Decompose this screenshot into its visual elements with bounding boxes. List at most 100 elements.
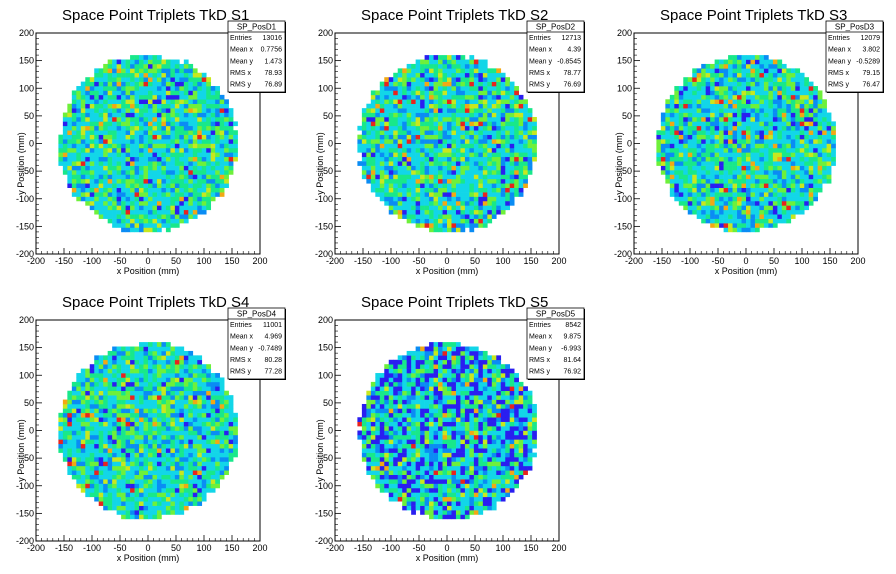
histogram-bin	[152, 381, 158, 387]
histogram-bin	[518, 130, 524, 135]
histogram-bin	[460, 156, 466, 162]
histogram-bin	[89, 386, 95, 392]
stats-row-label: Mean y	[828, 58, 851, 65]
histogram-bin	[455, 174, 461, 180]
histogram-bin	[170, 223, 176, 228]
histogram-bin	[192, 143, 198, 149]
histogram-bin	[121, 439, 126, 445]
histogram-bin	[125, 452, 131, 458]
histogram-bin	[112, 386, 117, 392]
histogram-bin	[94, 461, 100, 467]
histogram-bin	[130, 364, 135, 369]
histogram-bin	[379, 152, 385, 158]
histogram-bin	[719, 183, 724, 188]
histogram-bin	[473, 174, 479, 180]
histogram-bin	[460, 192, 466, 197]
histogram-bin	[438, 77, 443, 82]
histogram-bin	[183, 165, 189, 171]
histogram-bin	[505, 165, 511, 171]
histogram-bin	[67, 174, 73, 180]
histogram-bin	[402, 125, 407, 131]
histogram-bin	[76, 434, 82, 440]
histogram-bin	[219, 108, 225, 113]
histogram-bin	[98, 72, 104, 78]
histogram-bin	[759, 134, 765, 140]
histogram-bin	[375, 139, 381, 144]
histogram-bin	[165, 421, 171, 427]
histogram-bin	[152, 68, 158, 74]
histogram-bin	[469, 174, 475, 180]
histogram-bin	[415, 170, 421, 175]
histogram-bin	[201, 200, 207, 206]
histogram-bin	[112, 381, 117, 387]
histogram-bin	[112, 59, 117, 65]
histogram-bin	[89, 368, 95, 374]
histogram-bin	[89, 147, 95, 153]
histogram-bin	[174, 170, 180, 175]
histogram-bin	[89, 395, 95, 400]
histogram-bin	[393, 143, 399, 149]
histogram-bin	[469, 55, 475, 60]
histogram-bin	[415, 99, 421, 105]
histogram-bin	[116, 439, 122, 445]
histogram-bin	[402, 72, 407, 78]
histogram-bin	[62, 165, 68, 171]
histogram-bin	[415, 192, 421, 197]
histogram-bin	[130, 443, 135, 449]
histogram-bin	[112, 209, 117, 215]
histogram-bin	[790, 130, 796, 135]
histogram-bin	[143, 359, 149, 365]
histogram-bin	[116, 501, 122, 506]
histogram-bin	[813, 152, 818, 158]
histogram-bin	[134, 461, 140, 467]
histogram-bin	[714, 152, 720, 158]
histogram-bin	[442, 86, 448, 91]
histogram-bin	[813, 183, 818, 188]
histogram-bin	[130, 86, 135, 91]
histogram-bin	[375, 161, 381, 166]
histogram-bin	[174, 218, 180, 224]
histogram-bin	[219, 116, 225, 122]
histogram-bin	[478, 59, 484, 65]
histogram-bin	[795, 86, 801, 91]
histogram-bin	[687, 205, 693, 211]
histogram-bin	[80, 86, 86, 91]
histogram-bin	[424, 183, 430, 188]
histogram-bin	[130, 386, 135, 392]
x-tick-label: -50	[113, 256, 126, 266]
histogram-bin	[732, 134, 738, 140]
histogram-bin	[165, 139, 171, 144]
histogram-bin	[134, 390, 140, 396]
histogram-bin	[148, 412, 153, 418]
histogram-bin	[768, 147, 774, 153]
histogram-bin	[107, 121, 113, 127]
histogram-bin	[183, 200, 189, 206]
histogram-bin	[723, 183, 729, 188]
histogram-bin	[424, 156, 430, 162]
histogram-bin	[505, 170, 511, 175]
histogram-bin	[786, 121, 792, 127]
histogram-bin	[777, 63, 783, 69]
histogram-bin	[121, 196, 126, 202]
histogram-bin	[156, 223, 162, 228]
histogram-bin	[469, 108, 475, 113]
histogram-bin	[433, 77, 439, 82]
histogram-bin	[768, 139, 774, 144]
x-tick-label: 100	[794, 256, 809, 266]
histogram-bin	[76, 125, 82, 131]
histogram-bin	[424, 121, 430, 127]
histogram-bin	[429, 130, 434, 135]
histogram-bin	[130, 143, 135, 149]
histogram-bin	[705, 196, 711, 202]
y-tick-label: 50	[323, 111, 333, 121]
histogram-bin	[206, 77, 212, 82]
histogram-bin	[460, 214, 466, 219]
histogram-bin	[94, 187, 100, 193]
histogram-bin	[179, 147, 185, 153]
histogram-bin	[487, 174, 493, 180]
histogram-bin	[139, 178, 144, 184]
histogram-bin	[728, 68, 733, 74]
histogram-bin	[112, 223, 117, 228]
histogram-bin	[116, 152, 122, 158]
histogram-bin	[384, 192, 390, 197]
